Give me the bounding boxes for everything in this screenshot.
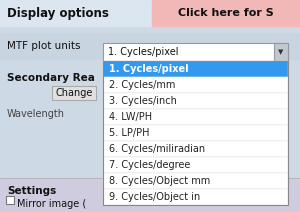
Text: MTF plot units: MTF plot units — [7, 41, 80, 51]
Text: 9. Cycles/Object in: 9. Cycles/Object in — [109, 192, 200, 202]
Text: 6. Cycles/miliradian: 6. Cycles/miliradian — [109, 144, 205, 154]
Bar — [103, 141, 288, 157]
Bar — [0, 33, 300, 59]
Bar — [103, 61, 288, 205]
Bar — [274, 43, 288, 61]
Bar — [103, 125, 288, 141]
Bar — [103, 43, 288, 61]
Text: Mirror image (: Mirror image ( — [17, 199, 86, 209]
Bar — [103, 109, 288, 125]
Text: Secondary Rea: Secondary Rea — [7, 73, 95, 83]
Bar — [0, 63, 300, 115]
Bar — [103, 77, 288, 93]
Text: 7. Cycles/degree: 7. Cycles/degree — [109, 160, 190, 170]
Bar — [52, 86, 96, 100]
Text: 1. Cycles/pixel: 1. Cycles/pixel — [109, 64, 189, 74]
Bar — [0, 178, 300, 212]
Text: 4. LW/PH: 4. LW/PH — [109, 112, 152, 122]
Text: 1. Cycles/pixel: 1. Cycles/pixel — [108, 47, 178, 57]
Bar — [0, 0, 300, 26]
Bar — [103, 93, 288, 109]
Text: 5. LP/PH: 5. LP/PH — [109, 128, 149, 138]
Bar — [103, 173, 288, 189]
Text: Click here for S: Click here for S — [178, 8, 274, 18]
Bar — [103, 61, 288, 77]
Bar — [152, 0, 300, 26]
Text: Settings: Settings — [7, 186, 56, 196]
Text: Display options: Display options — [7, 7, 109, 20]
Text: 3. Cycles/inch: 3. Cycles/inch — [109, 96, 177, 106]
Bar — [103, 157, 288, 173]
Text: 8. Cycles/Object mm: 8. Cycles/Object mm — [109, 176, 210, 186]
Text: Wavelength: Wavelength — [7, 109, 65, 119]
Text: Change: Change — [55, 88, 93, 98]
Text: 2. Cycles/mm: 2. Cycles/mm — [109, 80, 176, 90]
Bar — [103, 189, 288, 205]
Bar — [6, 196, 14, 204]
Text: ▼: ▼ — [278, 49, 284, 55]
